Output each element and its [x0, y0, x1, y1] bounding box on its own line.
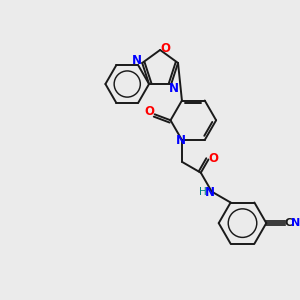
- Text: O: O: [160, 43, 170, 56]
- Text: O: O: [208, 152, 218, 165]
- Text: N: N: [169, 82, 179, 95]
- Text: O: O: [145, 105, 155, 118]
- Text: H: H: [199, 187, 207, 196]
- Text: N: N: [176, 134, 186, 148]
- Text: N: N: [205, 186, 215, 199]
- Text: N: N: [291, 218, 300, 228]
- Text: N: N: [132, 55, 142, 68]
- Text: C: C: [285, 218, 293, 228]
